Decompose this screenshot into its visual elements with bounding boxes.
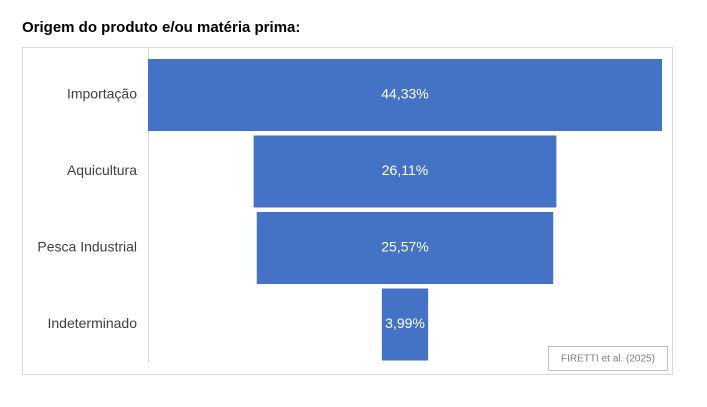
category-label: Importação (67, 86, 137, 102)
data-label: 26,11% (382, 162, 428, 178)
data-label: 44,33% (381, 86, 428, 102)
source-note: FIRETTI et al. (2025) (561, 354, 655, 365)
category-label: Pesca Industrial (37, 239, 137, 255)
data-label: 25,57% (381, 239, 428, 255)
funnel-bar (148, 59, 662, 131)
funnel-bar (381, 288, 429, 361)
funnel-bar (256, 212, 554, 284)
source-box (548, 346, 668, 371)
category-label: Aquicultura (67, 162, 137, 178)
funnel-bar (253, 135, 557, 208)
data-label: 3,99% (385, 315, 425, 331)
chart-title: Origem do produto e/ou matéria prima: (22, 19, 300, 36)
category-label: Indeterminado (47, 315, 137, 331)
